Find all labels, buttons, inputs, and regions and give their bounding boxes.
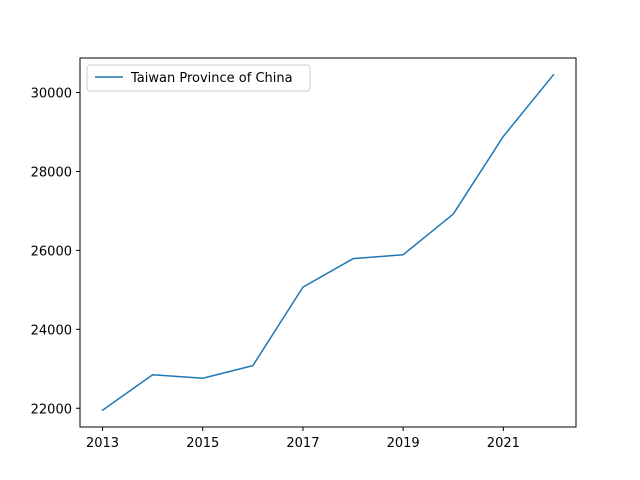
- axes: 2013 2015 2017 2019 2021 22000 24000 26000 28000…: [31, 57, 577, 451]
- legend-label: Taiwan Province of China: [130, 71, 293, 86]
- x-tick-label: 2021: [487, 436, 520, 451]
- legend-box: [86, 64, 311, 92]
- x-tick-label: 2013: [86, 436, 119, 451]
- y-tick-label: 28000: [31, 165, 72, 180]
- x-tick-label: 2015: [186, 436, 219, 451]
- y-tick-label: 24000: [31, 323, 72, 338]
- series-line-0: [101, 73, 555, 412]
- y-tick-label: 22000: [31, 402, 72, 417]
- legend: Taiwan Province of China: [86, 64, 311, 92]
- plot-area: [101, 73, 555, 412]
- x-tick-label: 2019: [387, 436, 420, 451]
- y-tick-label: 30000: [31, 87, 72, 102]
- x-tick-label: 2017: [286, 436, 319, 451]
- axes-frame: [79, 57, 577, 428]
- y-tick-label: 26000: [31, 244, 72, 259]
